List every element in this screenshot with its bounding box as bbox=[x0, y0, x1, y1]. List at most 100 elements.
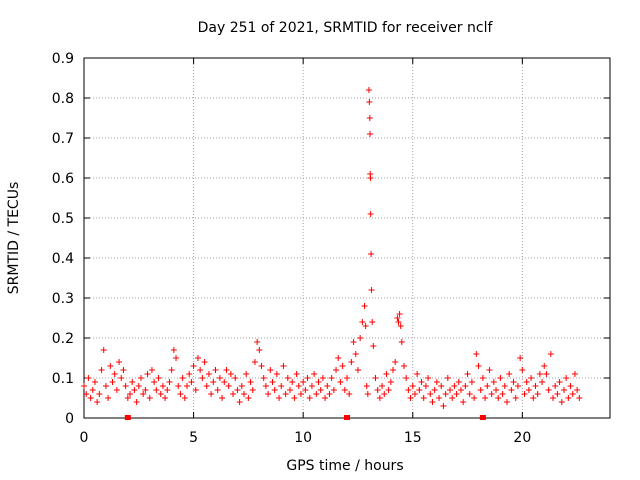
data-point bbox=[488, 391, 495, 397]
data-point bbox=[276, 395, 283, 401]
data-point bbox=[102, 383, 109, 389]
data-point bbox=[186, 371, 193, 377]
data-point bbox=[89, 387, 96, 393]
data-point bbox=[545, 387, 552, 393]
data-point bbox=[83, 391, 90, 397]
data-point bbox=[313, 391, 320, 397]
data-point bbox=[420, 395, 427, 401]
data-point bbox=[532, 383, 539, 389]
data-point bbox=[291, 395, 298, 401]
x-tick-label: 0 bbox=[80, 430, 89, 446]
data-point bbox=[346, 391, 353, 397]
data-point bbox=[94, 399, 101, 405]
data-point bbox=[111, 371, 118, 377]
data-point bbox=[146, 395, 153, 401]
data-point bbox=[387, 379, 394, 385]
y-tick-label: 0.9 bbox=[52, 51, 74, 67]
data-point bbox=[368, 251, 375, 257]
y-tick-label: 0.8 bbox=[52, 91, 74, 107]
data-point bbox=[208, 391, 215, 397]
data-point bbox=[328, 375, 335, 381]
data-point bbox=[403, 375, 410, 381]
y-tick-label: 0.3 bbox=[52, 291, 74, 307]
data-point bbox=[267, 367, 274, 373]
data-point bbox=[304, 375, 311, 381]
data-points bbox=[81, 87, 583, 409]
data-point bbox=[194, 355, 201, 361]
data-point bbox=[144, 371, 151, 377]
data-point bbox=[240, 391, 247, 397]
data-point bbox=[254, 339, 261, 345]
data-point bbox=[503, 399, 510, 405]
data-point bbox=[295, 383, 302, 389]
data-point bbox=[490, 379, 497, 385]
data-point bbox=[256, 347, 263, 353]
data-point bbox=[486, 367, 493, 373]
data-point bbox=[409, 383, 416, 389]
data-point bbox=[151, 379, 158, 385]
data-point bbox=[552, 383, 559, 389]
gap-marker bbox=[124, 415, 131, 420]
data-point bbox=[170, 347, 177, 353]
data-point bbox=[140, 391, 147, 397]
data-point bbox=[359, 319, 366, 325]
data-point bbox=[464, 371, 471, 377]
data-point bbox=[447, 387, 454, 393]
data-point bbox=[482, 395, 489, 401]
data-point bbox=[519, 367, 526, 373]
data-point bbox=[350, 339, 357, 345]
data-point bbox=[289, 379, 296, 385]
data-point bbox=[569, 391, 576, 397]
y-tick-label: 0.7 bbox=[52, 131, 74, 147]
data-point bbox=[354, 367, 361, 373]
data-point bbox=[427, 391, 434, 397]
data-point bbox=[230, 391, 237, 397]
data-point bbox=[148, 367, 155, 373]
data-point bbox=[383, 371, 390, 377]
data-point bbox=[449, 395, 456, 401]
data-point bbox=[543, 371, 550, 377]
data-point bbox=[122, 383, 129, 389]
gap-markers bbox=[124, 415, 486, 420]
data-point bbox=[236, 399, 243, 405]
data-point bbox=[311, 371, 318, 377]
data-point bbox=[367, 211, 374, 217]
data-point bbox=[142, 387, 149, 393]
data-point bbox=[205, 371, 212, 377]
data-point bbox=[306, 395, 313, 401]
data-point bbox=[471, 395, 478, 401]
data-point bbox=[514, 383, 521, 389]
data-point bbox=[444, 375, 451, 381]
data-point bbox=[219, 395, 226, 401]
data-point bbox=[159, 383, 166, 389]
data-point bbox=[571, 371, 578, 377]
data-point bbox=[508, 387, 515, 393]
data-point bbox=[528, 375, 535, 381]
data-point bbox=[232, 375, 239, 381]
data-point bbox=[107, 363, 114, 369]
data-point bbox=[317, 387, 324, 393]
data-point bbox=[192, 387, 199, 393]
data-point bbox=[368, 287, 375, 293]
x-axis-ticks: 0 5 10 15 20 bbox=[80, 58, 531, 446]
data-point bbox=[530, 395, 537, 401]
data-point bbox=[302, 387, 309, 393]
data-point bbox=[124, 395, 131, 401]
data-point bbox=[247, 379, 254, 385]
data-point bbox=[442, 391, 449, 397]
data-point bbox=[479, 375, 486, 381]
data-point bbox=[501, 383, 508, 389]
data-point bbox=[173, 355, 180, 361]
x-tick-label: 15 bbox=[404, 430, 422, 446]
data-point bbox=[234, 387, 241, 393]
data-point bbox=[418, 379, 425, 385]
data-point bbox=[376, 395, 383, 401]
data-point bbox=[225, 383, 232, 389]
data-point bbox=[113, 387, 120, 393]
data-point bbox=[374, 387, 381, 393]
data-point bbox=[85, 375, 92, 381]
data-point bbox=[280, 363, 287, 369]
data-point bbox=[155, 375, 162, 381]
data-point bbox=[177, 391, 184, 397]
data-point bbox=[394, 315, 401, 321]
